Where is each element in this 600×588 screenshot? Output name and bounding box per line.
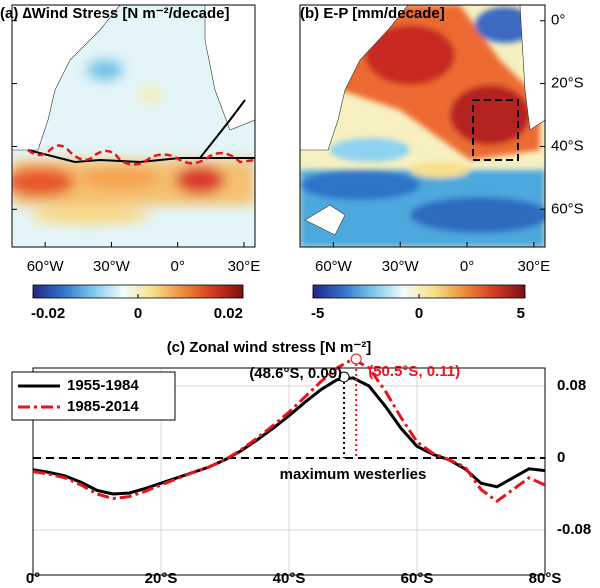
y-tick-label: 0 bbox=[557, 449, 565, 466]
peak-label: (48.6°S, 0.09) bbox=[249, 365, 342, 382]
legend-label: 1985-2014 bbox=[67, 398, 139, 415]
y-tick-label: 0° bbox=[551, 12, 565, 29]
line-series bbox=[32, 357, 546, 504]
colorbar-label: 0 bbox=[134, 305, 142, 322]
map-frame bbox=[299, 4, 546, 248]
colorbar-label: 0 bbox=[415, 305, 423, 322]
x-tick-label: 80°S bbox=[529, 570, 562, 587]
colorbar-label: -5 bbox=[311, 305, 324, 322]
peak-marker bbox=[350, 353, 362, 365]
panel-title: (a) ∆Wind Stress [N m⁻²/decade] bbox=[0, 5, 230, 22]
x-tick-label: 0° bbox=[460, 258, 474, 275]
y-tick-label: 0.08 bbox=[557, 377, 586, 394]
x-tick-label: 60°W bbox=[27, 258, 65, 275]
x-tick-label: 30°W bbox=[93, 258, 131, 275]
y-tick-label: 40°S bbox=[551, 137, 584, 154]
annotation: maximum westerlies bbox=[280, 466, 427, 483]
legend-label: 1955-1984 bbox=[67, 377, 139, 394]
x-tick-label: 0° bbox=[171, 258, 185, 275]
x-tick-label: 30°W bbox=[382, 258, 420, 275]
x-tick-label: 30°E bbox=[228, 258, 261, 275]
x-tick-label: 60°S bbox=[401, 570, 434, 587]
field-a bbox=[12, 5, 255, 247]
x-tick-label: 40°S bbox=[273, 570, 306, 587]
x-tick-label: 20°S bbox=[145, 570, 178, 587]
map-frame bbox=[11, 4, 256, 248]
x-tick-label: 0° bbox=[26, 570, 40, 587]
colorbar-label: -0.02 bbox=[31, 305, 65, 322]
colorbar-label: 0.02 bbox=[214, 305, 243, 322]
field-b bbox=[300, 5, 545, 247]
y-tick-label: 20°S bbox=[551, 75, 584, 92]
legend-box bbox=[11, 371, 176, 421]
peak-marker bbox=[338, 371, 350, 383]
peak-label: (50.5°S, 0.11) bbox=[368, 363, 460, 380]
colorbar-label: 5 bbox=[517, 305, 525, 322]
x-tick-label: 60°W bbox=[315, 258, 353, 275]
panel-title: (c) Zonal wind stress [N m⁻²] bbox=[167, 339, 372, 356]
x-tick-label: 30°E bbox=[518, 258, 551, 275]
panel-title: (b) E-P [mm/decade] bbox=[300, 5, 445, 22]
y-tick-label: -0.08 bbox=[557, 521, 591, 538]
y-tick-label: 60°S bbox=[551, 200, 584, 217]
